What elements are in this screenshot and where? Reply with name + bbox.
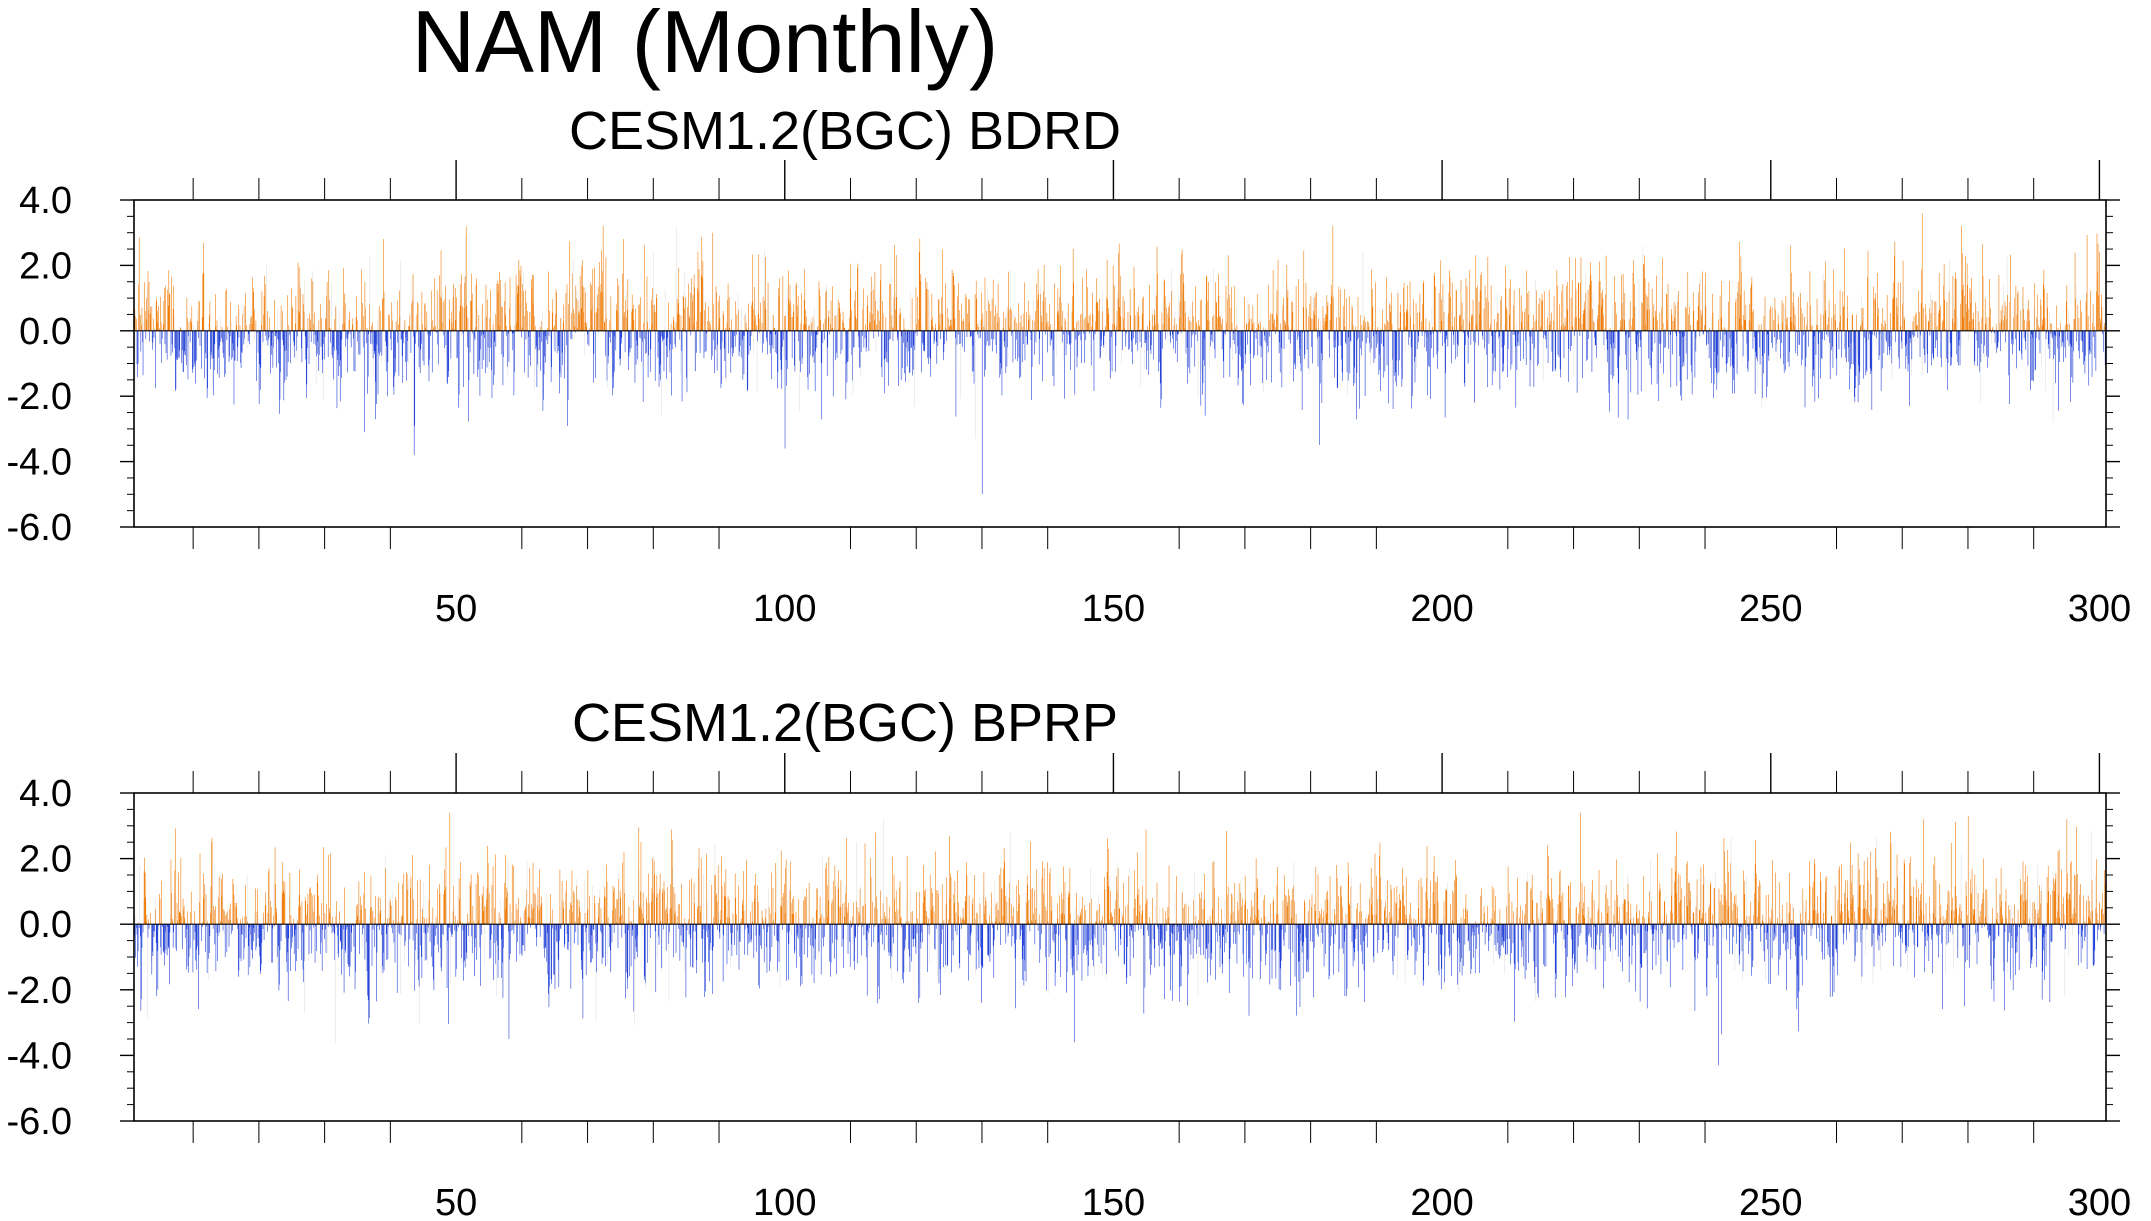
plot-frame — [133, 199, 2107, 528]
panel-title-bottom: CESM1.2(BGC) BPRP — [571, 693, 1119, 753]
y-tick-label: -2.0 — [7, 376, 72, 418]
panel-bottom: 4.02.00.0-2.0-4.0-6.050 100 150 200 250 300 — [7, 753, 2131, 1221]
y-tick-label: 0.0 — [19, 311, 72, 353]
y-tick-label: -4.0 — [7, 442, 72, 484]
x-tick-label: 100 — [753, 588, 816, 630]
x-tick-label: 300 — [2068, 588, 2131, 630]
panel-title-top: CESM1.2(BGC) BDRD — [568, 101, 1122, 161]
y-tick-label: -6.0 — [7, 507, 72, 549]
data-bars — [133, 812, 2107, 1066]
data-bars — [133, 213, 2107, 495]
x-tick-label: 150 — [1082, 588, 1145, 630]
panel-top: 4.0 2.0 0.0 -2.0 -4.0 -6.0 50 100 150 200 250 300 — [7, 160, 2131, 630]
x-tick-label: 200 — [1410, 588, 1473, 630]
x-tick-label: 250 — [1739, 588, 1802, 630]
figure-title: NAM (Monthly) — [411, 0, 999, 91]
y-tick-label: 4.0 — [19, 180, 72, 222]
y-tick-label: 2.0 — [19, 245, 72, 287]
x-tick-label: 50 — [435, 588, 477, 630]
